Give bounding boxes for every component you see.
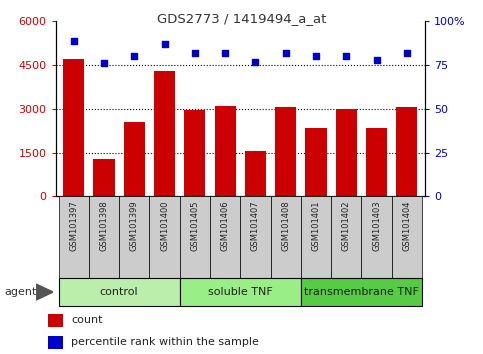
- Bar: [366, 128, 387, 196]
- Text: agent: agent: [5, 287, 37, 297]
- Bar: [305, 128, 327, 196]
- Text: count: count: [71, 315, 102, 325]
- Bar: [58, 196, 89, 278]
- Bar: [301, 196, 331, 278]
- Text: percentile rank within the sample: percentile rank within the sample: [71, 337, 259, 348]
- Bar: [210, 196, 241, 278]
- Bar: [149, 196, 180, 278]
- Point: [373, 57, 381, 63]
- Text: GSM101398: GSM101398: [99, 200, 109, 251]
- Point: [161, 41, 169, 47]
- Bar: [241, 196, 270, 278]
- Point: [130, 53, 138, 59]
- Bar: [48, 314, 63, 327]
- Point: [252, 59, 259, 64]
- Text: GSM101407: GSM101407: [251, 200, 260, 251]
- Bar: [180, 196, 210, 278]
- Bar: [301, 278, 422, 306]
- Text: GDS2773 / 1419494_a_at: GDS2773 / 1419494_a_at: [157, 12, 326, 25]
- Text: GSM101400: GSM101400: [160, 200, 169, 251]
- Text: GSM101406: GSM101406: [221, 200, 229, 251]
- Bar: [275, 107, 297, 196]
- Point: [282, 50, 290, 56]
- Text: GSM101401: GSM101401: [312, 200, 321, 251]
- Polygon shape: [36, 284, 53, 300]
- Point: [191, 50, 199, 56]
- Text: GSM101402: GSM101402: [342, 200, 351, 251]
- Text: GSM101405: GSM101405: [190, 200, 199, 251]
- Bar: [270, 196, 301, 278]
- Text: GSM101403: GSM101403: [372, 200, 381, 251]
- Bar: [336, 109, 357, 196]
- Bar: [184, 110, 205, 196]
- Point: [312, 53, 320, 59]
- Bar: [58, 278, 180, 306]
- Bar: [89, 196, 119, 278]
- Text: GSM101397: GSM101397: [69, 200, 78, 251]
- Point: [100, 61, 108, 66]
- Bar: [93, 159, 114, 196]
- Text: control: control: [100, 287, 139, 297]
- Bar: [180, 278, 301, 306]
- Point: [221, 50, 229, 56]
- Bar: [214, 106, 236, 196]
- Text: soluble TNF: soluble TNF: [208, 287, 273, 297]
- Text: GSM101408: GSM101408: [281, 200, 290, 251]
- Bar: [392, 196, 422, 278]
- Text: GSM101399: GSM101399: [130, 200, 139, 251]
- Point: [342, 53, 350, 59]
- Bar: [63, 59, 85, 196]
- Bar: [245, 151, 266, 196]
- Bar: [48, 336, 63, 349]
- Text: GSM101404: GSM101404: [402, 200, 412, 251]
- Bar: [396, 107, 417, 196]
- Point: [403, 50, 411, 56]
- Bar: [119, 196, 149, 278]
- Bar: [154, 71, 175, 196]
- Bar: [124, 122, 145, 196]
- Point: [70, 38, 78, 43]
- Bar: [361, 196, 392, 278]
- Text: transmembrane TNF: transmembrane TNF: [304, 287, 419, 297]
- Bar: [331, 196, 361, 278]
